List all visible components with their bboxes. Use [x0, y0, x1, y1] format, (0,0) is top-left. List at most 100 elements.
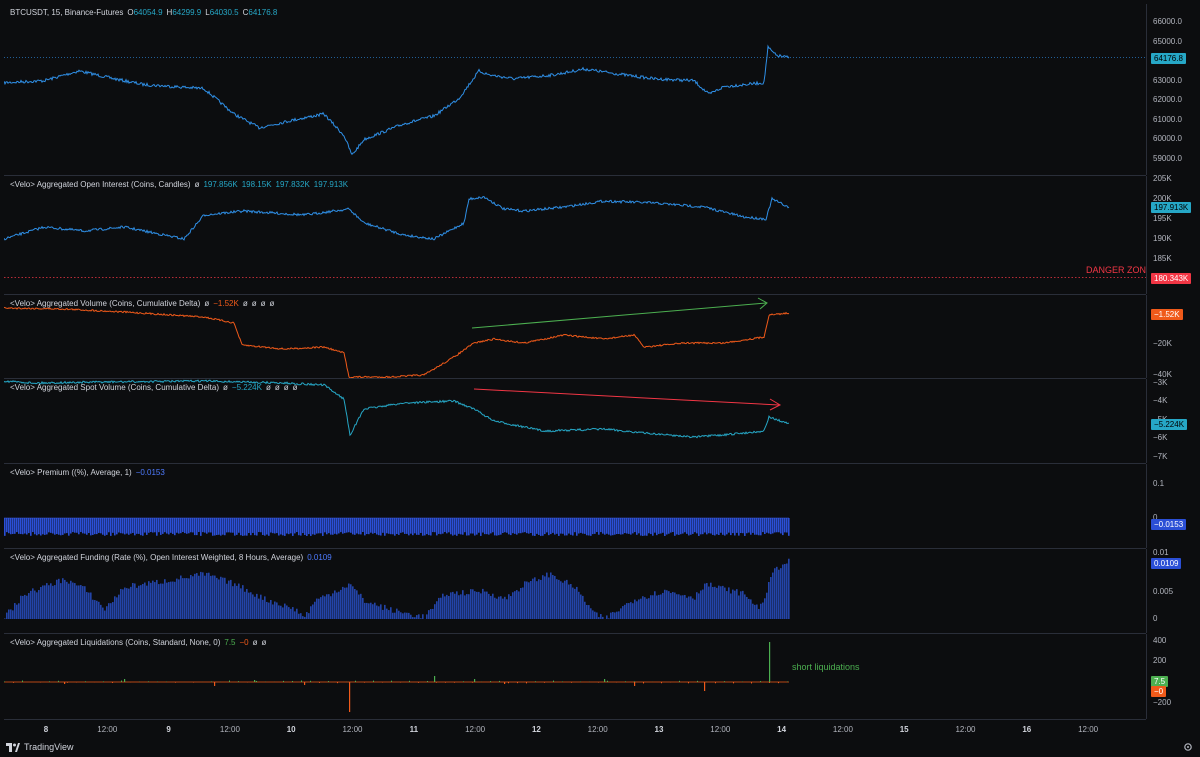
premium-bar [476, 518, 478, 535]
premium-bar [368, 518, 370, 535]
funding-bar [532, 578, 534, 619]
premium-bar [264, 518, 266, 536]
funding-bar [104, 610, 106, 619]
premium-bar [724, 518, 726, 536]
fund-axis[interactable]: 0.01 0.005 0 0.0109 [1146, 548, 1200, 633]
funding-bar [566, 579, 568, 619]
axis-tick-label: 63000.0 [1153, 75, 1182, 85]
premium-bar [258, 518, 260, 533]
funding-pane[interactable]: <Velo> Aggregated Funding (Rate (%), Ope… [4, 549, 1146, 634]
time-day-label: 12 [531, 725, 541, 734]
prem-value: −0.0153 [135, 468, 165, 477]
premium-bar [770, 518, 772, 535]
funding-bar [354, 588, 356, 619]
premium-bar [434, 518, 436, 533]
premium-bar [496, 518, 498, 536]
premium-bar [406, 518, 408, 534]
price-axis[interactable]: 66000.065000.064000.063000.062000.061000… [1146, 4, 1200, 175]
funding-bar [18, 603, 20, 619]
funding-bar [754, 604, 756, 619]
premium-bar [294, 518, 296, 534]
funding-bar [262, 599, 264, 619]
premium-bar [246, 518, 248, 536]
prem-axis[interactable]: 0.1 0 −0.0153 [1146, 464, 1200, 548]
premium-bar [452, 518, 454, 536]
spot-volume-pane[interactable]: <Velo> Aggregated Spot Volume (Coins, Cu… [4, 379, 1146, 464]
premium-bar [518, 518, 520, 534]
liq-bar [337, 682, 338, 684]
funding-bar [454, 593, 456, 619]
funding-bar [432, 608, 434, 619]
funding-bar [468, 594, 470, 619]
funding-bar [498, 596, 500, 619]
premium-bar [620, 518, 622, 535]
premium-bar [718, 518, 720, 535]
funding-bar [720, 586, 722, 619]
premium-bar [532, 518, 534, 536]
funding-bar [678, 594, 680, 619]
funding-bar [298, 613, 300, 619]
premium-bar [336, 518, 338, 535]
funding-bar [600, 614, 602, 619]
funding-bar [372, 604, 374, 619]
funding-bar [258, 598, 260, 619]
funding-bar [416, 615, 418, 619]
funding-bar [296, 608, 298, 619]
funding-bar [8, 609, 10, 619]
premium-bar [600, 518, 602, 533]
funding-bar [116, 597, 118, 619]
premium-bar [560, 518, 562, 534]
liq-bar-long [504, 682, 506, 684]
liquidations-pane[interactable]: <Velo> Aggregated Liquidations (Coins, S… [4, 634, 1146, 719]
settings-icon[interactable] [1183, 742, 1193, 752]
premium-pane[interactable]: <Velo> Premium ((%), Average, 1) −0.0153 [4, 464, 1146, 549]
premium-bar [342, 518, 344, 534]
brand-label: TradingView [24, 742, 74, 752]
funding-bar [574, 588, 576, 619]
spot-axis[interactable]: −3K−4K−5K−6K−7K−5.224K [1146, 378, 1200, 463]
liq-bar [535, 681, 536, 682]
symbol-label: BTCUSDT, 15, Binance-Futures [10, 8, 124, 17]
liq-green-badge: 7.5 [1151, 676, 1169, 687]
funding-bar [542, 575, 544, 619]
premium-bar [596, 518, 598, 533]
liq-bar [787, 681, 788, 682]
premium-bar [162, 518, 164, 534]
vol-line-chart [4, 297, 790, 378]
premium-bar [688, 518, 690, 536]
funding-bar [304, 616, 306, 619]
funding-bar [758, 608, 760, 619]
funding-bar [712, 587, 714, 619]
liq-bar [625, 681, 626, 682]
funding-bar [266, 601, 268, 619]
spot-eye-icon[interactable]: ø [223, 383, 228, 392]
vol-eye-icon[interactable]: ø [204, 299, 210, 308]
funding-bar [138, 585, 140, 619]
vol-axis[interactable]: −20K −40K −1.52K [1146, 295, 1200, 379]
funding-bar [286, 605, 288, 619]
volume-delta-pane[interactable]: <Velo> Aggregated Volume (Coins, Cumulat… [4, 295, 1146, 379]
funding-bar [502, 598, 504, 619]
liq-bar [643, 682, 644, 684]
funding-bar [52, 585, 54, 619]
axis-tick-label: 61000.0 [1153, 114, 1182, 124]
liq-value-green: 7.5 [224, 638, 236, 647]
spot-value: −5.224K [231, 383, 262, 392]
tradingview-logo[interactable]: TradingView [6, 742, 74, 752]
premium-bar [572, 518, 574, 536]
indicator-eye-icon: ø [251, 299, 257, 308]
danger-value-badge: 180.343K [1151, 272, 1192, 284]
oi-axis[interactable]: 205K 200K 195K 190K 185K 197.913K 180.343K [1146, 174, 1200, 294]
oi-eye-icon[interactable]: ø [194, 180, 200, 189]
funding-bar [106, 606, 108, 619]
funding-bar [62, 578, 64, 619]
premium-bar [784, 518, 786, 533]
price-pane[interactable]: BTCUSDT, 15, Binance-Futures O64054.9 H642… [4, 4, 1146, 176]
funding-bar [444, 596, 446, 619]
premium-bar [756, 518, 758, 535]
time-axis[interactable]: 8 12:00 9 12:00 10 12:00 11 12:00 12 12:00 13 12:00… [4, 719, 1146, 740]
ohlc-value: 64299.9 [172, 8, 202, 17]
open-interest-pane[interactable]: <Velo> Aggregated Open Interest (Coins, … [4, 176, 1146, 295]
premium-bar [256, 518, 258, 536]
